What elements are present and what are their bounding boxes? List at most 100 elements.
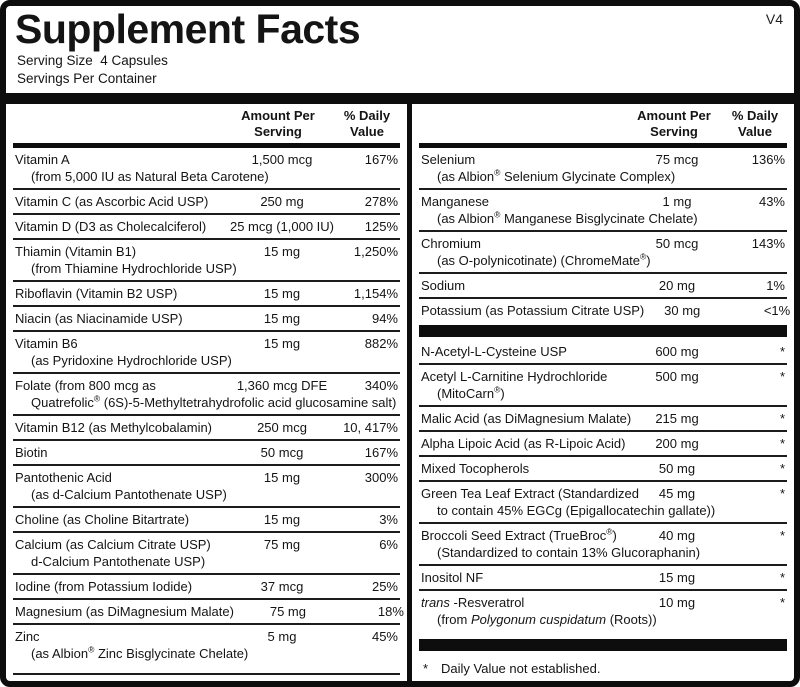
nutrient-daily-value: <1% bbox=[763, 302, 791, 318]
nutrient-main-line: Chromium 50 mcg 143% bbox=[419, 235, 787, 252]
nutrient-amount: 30 mg bbox=[664, 302, 701, 318]
nutrient-daily-value: 94% bbox=[371, 310, 398, 326]
nutrient-detail: (as Albion® Selenium Glycinate Complex) bbox=[437, 167, 676, 184]
nutrient-amount: 15 mg bbox=[658, 569, 696, 585]
nutrient-row: Choline (as Choline Bitartrate) 15 mg 3% bbox=[13, 505, 400, 531]
nutrient-daily-value: * bbox=[779, 460, 785, 476]
nutrient-daily-value: * bbox=[779, 594, 785, 610]
nutrient-main-line: Thiamin (Vitamin B1) 15 mg 1,250% bbox=[13, 243, 400, 260]
nutrient-row: N-Acetyl-L-Cysteine USP 600 mg * bbox=[419, 340, 787, 363]
nutrient-daily-value: 1% bbox=[766, 277, 785, 293]
nutrient-row: Acetyl L-Carnitine Hydrochloride 500 mg * (… bbox=[419, 362, 787, 405]
nutrient-main-line: Folate (from 800 mcg as 1,360 mcg DFE 340% bbox=[13, 377, 400, 394]
nutrient-row: Iodine (from Potassium Iodide) 37 mcg 25% bbox=[13, 572, 400, 598]
nutrient-row: Broccoli Seed Extract (TrueBroc®) 40 mg * (… bbox=[419, 521, 787, 564]
header-divider-bar bbox=[6, 92, 794, 104]
nutrient-row: Zinc 5 mg 45% (as Albion® Zinc Bisglycinate… bbox=[13, 622, 400, 665]
nutrient-main-line: Alpha Lipoic Acid (as R-Lipoic Acid) 200 … bbox=[419, 435, 787, 452]
nutrient-name: Malic Acid (as DiMagnesium Malate) bbox=[421, 410, 632, 426]
nutrient-amount: 600 mg bbox=[655, 343, 699, 359]
nutrient-name: Niacin (as Niacinamide USP) bbox=[15, 310, 183, 326]
version-tag: V4 bbox=[765, 11, 783, 27]
nutrient-main-line: Choline (as Choline Bitartrate) 15 mg 3% bbox=[13, 511, 400, 528]
nutrient-amount: 50 mg bbox=[658, 460, 696, 476]
nutrient-main-line: Zinc 5 mg 45% bbox=[13, 628, 400, 645]
nutrient-main-line: Green Tea Leaf Extract (Standardized 45 m… bbox=[419, 485, 787, 502]
nutrient-detail: d-Calcium Pantothenate USP) bbox=[31, 553, 206, 569]
nutrient-name: Vitamin A bbox=[15, 151, 70, 167]
nutrient-daily-value: * bbox=[779, 485, 785, 501]
nutrient-name: Vitamin B12 (as Methylcobalamin) bbox=[15, 419, 213, 435]
nutrient-amount: 1 mg bbox=[662, 193, 692, 209]
nutrient-amount: 500 mg bbox=[655, 368, 699, 384]
header-rule bbox=[419, 142, 787, 148]
nutrient-row: Green Tea Leaf Extract (Standardized 45 m… bbox=[419, 479, 787, 522]
nutrient-row: Manganese 1 mg 43% (as Albion® Manganese Bi… bbox=[419, 187, 787, 230]
nutrient-name: Calcium (as Calcium Citrate USP) bbox=[15, 536, 211, 552]
nutrient-row: Magnesium (as DiMagnesium Malate) 75 mg 18… bbox=[13, 597, 404, 623]
left-column: Amount Per Serving % Daily Value Vitamin… bbox=[6, 104, 407, 681]
nutrient-name: Mixed Tocopherols bbox=[421, 460, 530, 476]
nutrient-row: Vitamin B12 (as Methylcobalamin) 250 mcg 1… bbox=[13, 413, 400, 439]
nutrient-name: Folate (from 800 mcg as bbox=[15, 377, 156, 393]
nutrient-daily-value: 167% bbox=[364, 444, 398, 460]
footnote-text: Daily Value not established. bbox=[441, 661, 601, 676]
nutrient-main-line: Iodine (from Potassium Iodide) 37 mcg 25% bbox=[13, 578, 400, 595]
nutrient-daily-value: * bbox=[779, 569, 785, 585]
nutrient-name: Manganese bbox=[421, 193, 489, 209]
right-column-rows: Selenium 75 mcg 136% (as Albion® Selenium G… bbox=[419, 148, 790, 681]
nutrient-main-line: Riboflavin (Vitamin B2 USP) 15 mg 1,154% bbox=[13, 285, 400, 302]
nutrient-name: Broccoli Seed Extract (TrueBroc®) bbox=[421, 526, 617, 543]
left-column-rows: Vitamin A 1,500 mcg 167% (from 5,000 IU as … bbox=[13, 148, 404, 673]
nutrient-main-line: N-Acetyl-L-Cysteine USP 600 mg * bbox=[419, 343, 787, 360]
nutrient-main-line: Acetyl L-Carnitine Hydrochloride 500 mg * bbox=[419, 368, 787, 385]
nutrient-main-line: Niacin (as Niacinamide USP) 15 mg 94% bbox=[13, 310, 400, 327]
nutrient-row: Thiamin (Vitamin B1) 15 mg 1,250% (from Thi… bbox=[13, 237, 400, 280]
nutrient-row: Riboflavin (Vitamin B2 USP) 15 mg 1,154% bbox=[13, 279, 400, 305]
section-divider-bar bbox=[419, 324, 787, 337]
nutrient-daily-value: * bbox=[779, 527, 785, 543]
column-divider bbox=[407, 103, 412, 681]
nutrient-amount: 10 mg bbox=[658, 594, 696, 610]
nutrient-amount: 5 mg bbox=[267, 628, 297, 644]
nutrient-name: Alpha Lipoic Acid (as R-Lipoic Acid) bbox=[421, 435, 626, 451]
nutrient-daily-value: 278% bbox=[364, 193, 398, 209]
nutrient-row: Pantothenic Acid 15 mg 300% (as d-Calcium P… bbox=[13, 463, 400, 506]
page-title: Supplement Facts bbox=[15, 6, 361, 52]
nutrient-name: Zinc bbox=[15, 628, 40, 644]
nutrient-daily-value: 45% bbox=[371, 628, 398, 644]
nutrient-amount: 25 mcg (1,000 IU) bbox=[229, 218, 335, 234]
nutrient-row: Chromium 50 mcg 143% (as O-polynicotinate) … bbox=[419, 229, 787, 272]
nutrient-daily-value: 25% bbox=[371, 578, 398, 594]
nutrient-name: Riboflavin (Vitamin B2 USP) bbox=[15, 285, 178, 301]
nutrient-daily-value: * bbox=[779, 435, 785, 451]
nutrient-main-line: Malic Acid (as DiMagnesium Malate) 215 mg… bbox=[419, 410, 787, 427]
nutrient-daily-value: * bbox=[779, 410, 785, 426]
left-column-header: Amount Per Serving % Daily Value bbox=[13, 104, 400, 143]
nutrient-detail: (from 5,000 IU as Natural Beta Carotene) bbox=[31, 168, 269, 184]
nutrient-name: N-Acetyl-L-Cysteine USP bbox=[421, 343, 567, 359]
nutrient-main-line: Potassium (as Potassium Citrate USP) 30 m… bbox=[419, 302, 790, 319]
nutrient-detail: (from Thiamine Hydrochloride USP) bbox=[31, 260, 237, 276]
nutrient-daily-value: 136% bbox=[751, 151, 785, 167]
nutrient-amount: 1,500 mcg bbox=[251, 151, 313, 167]
nutrient-detail: to contain 45% EGCg (Epigallocatechin ga… bbox=[437, 502, 716, 518]
nutrient-row: Vitamin B6 15 mg 882% (as Pyridoxine Hydroc… bbox=[13, 329, 400, 372]
serving-size-line: Serving Size 4 Capsules bbox=[17, 53, 168, 69]
amount-per-serving-header: Amount Per Serving bbox=[637, 107, 711, 139]
nutrient-row: Inositol NF 15 mg * bbox=[419, 563, 787, 589]
nutrient-main-line: Pantothenic Acid 15 mg 300% bbox=[13, 469, 400, 486]
nutrient-main-line: trans -Resveratrol 10 mg * bbox=[419, 594, 787, 611]
nutrient-daily-value: 1,250% bbox=[353, 243, 398, 259]
nutrient-row: Vitamin A 1,500 mcg 167% (from 5,000 IU as … bbox=[13, 148, 400, 188]
nutrient-name: Iodine (from Potassium Iodide) bbox=[15, 578, 193, 594]
nutrient-daily-value: 300% bbox=[364, 469, 398, 485]
nutrient-amount: 75 mg bbox=[263, 536, 301, 552]
nutrient-daily-value: * bbox=[779, 368, 785, 384]
nutrient-amount: 1,360 mcg DFE bbox=[236, 377, 328, 393]
nutrient-daily-value: 10, 417% bbox=[343, 419, 398, 435]
nutrient-main-line: Sodium 20 mg 1% bbox=[419, 277, 787, 294]
nutrient-row: Selenium 75 mcg 136% (as Albion® Selenium G… bbox=[419, 148, 787, 188]
nutrient-main-line: Mixed Tocopherols 50 mg * bbox=[419, 460, 787, 477]
nutrient-main-line: Vitamin B6 15 mg 882% bbox=[13, 335, 400, 352]
